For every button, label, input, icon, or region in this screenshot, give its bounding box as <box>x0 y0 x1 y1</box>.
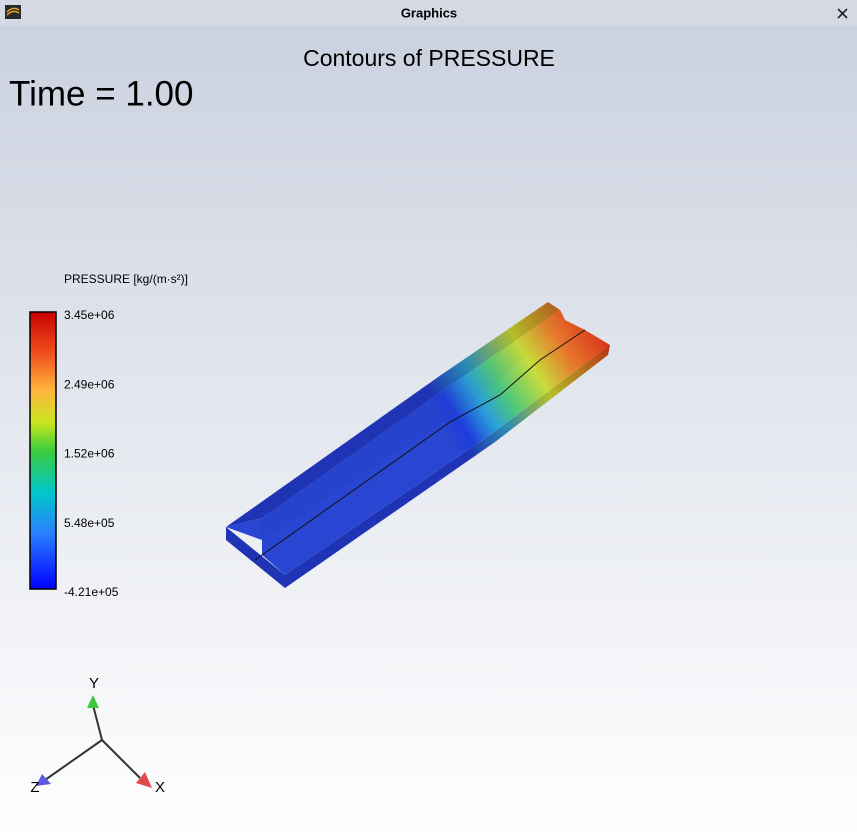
close-button[interactable] <box>832 4 852 24</box>
close-icon <box>837 8 848 19</box>
y-axis-line <box>92 704 103 741</box>
legend-tick-label: 3.45e+06 <box>64 308 115 322</box>
time-label: Time = 1.00 <box>9 74 194 113</box>
x-axis-line <box>101 739 141 779</box>
color-bar <box>29 311 57 590</box>
upper-strip <box>262 310 565 540</box>
legend-ticks: 3.45e+06 2.49e+06 1.52e+06 5.48e+05 -4.21e+0… <box>64 308 119 599</box>
axis-triad: Y Z X <box>30 675 165 796</box>
legend-tick-label: 1.52e+06 <box>64 447 115 461</box>
app-icon-mark <box>6 7 20 16</box>
legend-tick-label: -4.21e+05 <box>64 585 119 599</box>
interface-line <box>254 329 586 561</box>
top-face <box>226 320 610 575</box>
x-cone <box>136 772 152 788</box>
axis-label: Z <box>30 779 39 796</box>
z-cone <box>36 774 51 786</box>
end-face <box>226 527 285 588</box>
title-bar <box>0 0 857 26</box>
z-axis-line <box>44 739 103 781</box>
legend-tick-label: 5.48e+05 <box>64 516 115 530</box>
window-title: Graphics <box>401 5 457 20</box>
y-cone <box>87 695 99 708</box>
plot-title: Contours of PRESSURE <box>303 45 555 71</box>
legend-tick-label: 2.49e+06 <box>64 377 115 391</box>
ridge-top <box>226 302 560 527</box>
legend-title: PRESSURE [kg/(m·s²)] <box>64 272 188 286</box>
front-face <box>285 345 610 588</box>
axis-label: Y <box>89 675 99 692</box>
contour-geometry <box>226 302 610 588</box>
axis-label: X <box>155 779 165 796</box>
